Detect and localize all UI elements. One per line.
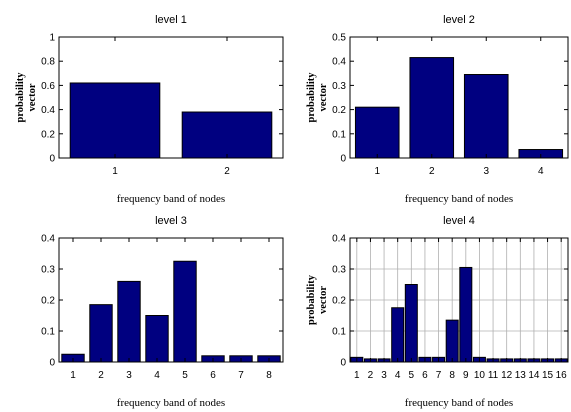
x-tick-label: 1 xyxy=(70,370,76,381)
y-axis-label: vector xyxy=(318,286,329,314)
x-tick-label: 7 xyxy=(238,370,244,381)
x-tick-label: 4 xyxy=(395,370,401,381)
y-tick-label: 0.4 xyxy=(41,234,55,245)
plot-frame xyxy=(58,36,284,159)
plot-frame xyxy=(349,36,569,159)
x-tick-label: 5 xyxy=(182,370,188,381)
x-tick-label: 2 xyxy=(98,370,104,381)
y-tick-label: 0 xyxy=(49,154,55,165)
y-tick-label: 0 xyxy=(49,358,55,369)
bar-1 xyxy=(354,106,400,159)
x-tick-label: 3 xyxy=(381,370,387,381)
x-tick-label: 3 xyxy=(126,370,132,381)
plot-title: level 2 xyxy=(443,14,475,26)
plot-title: level 1 xyxy=(155,14,187,26)
subplot-level-3: level 3 0 0.1 0.2 0.3 0.4 1 2 3 4 5 6 7 8 frequency ba… xyxy=(41,215,284,409)
y-tick-label: 0.1 xyxy=(41,327,55,338)
y-tick-label: 0.8 xyxy=(41,57,55,68)
x-tick-label: 10 xyxy=(474,370,486,381)
x-tick-label: 12 xyxy=(501,370,513,381)
plot-title: level 3 xyxy=(155,215,187,227)
bar-4 xyxy=(145,315,169,363)
x-tick-label: 2 xyxy=(224,166,230,177)
bar-3 xyxy=(463,74,509,159)
x-tick-label: 7 xyxy=(436,370,442,381)
x-axis-label: frequency band of nodes xyxy=(405,397,513,409)
x-tick-label: 9 xyxy=(463,370,469,381)
y-tick-label: 0 xyxy=(340,154,346,165)
y-axis-label: vector xyxy=(27,83,38,111)
y-axis-label: probability xyxy=(306,274,317,325)
y-axis-label: probability xyxy=(306,72,317,123)
x-tick-label: 8 xyxy=(266,370,272,381)
y-tick-label: 0 xyxy=(340,358,346,369)
bar-2 xyxy=(181,111,273,159)
y-tick-label: 0.4 xyxy=(332,57,346,68)
bar-1 xyxy=(69,82,161,159)
x-tick-label: 1 xyxy=(374,166,380,177)
y-axis-label: probability xyxy=(15,72,26,123)
x-tick-label: 2 xyxy=(429,166,435,177)
x-tick-label: 4 xyxy=(154,370,160,381)
bar-2 xyxy=(409,57,455,159)
bar-8 xyxy=(445,319,459,363)
x-axis-label: frequency band of nodes xyxy=(117,397,225,409)
bar-5 xyxy=(404,284,418,363)
bar-5 xyxy=(173,260,197,363)
y-tick-label: 1 xyxy=(49,33,55,44)
x-tick-label: 8 xyxy=(449,370,455,381)
x-tick-label: 13 xyxy=(515,370,527,381)
bar-9 xyxy=(459,266,473,363)
subplot-level-1: level 1 0 0.2 0.4 0.6 0.8 1 1 2 frequency band of… xyxy=(15,14,284,205)
x-tick-label: 1 xyxy=(354,370,360,381)
y-tick-label: 0.2 xyxy=(332,296,346,307)
x-axis-label: frequency band of nodes xyxy=(117,193,225,205)
x-tick-label: 6 xyxy=(422,370,428,381)
y-tick-label: 0.3 xyxy=(332,81,346,92)
y-axis-label: vector xyxy=(318,83,329,111)
y-tick-label: 0.2 xyxy=(332,105,346,116)
x-tick-label: 16 xyxy=(556,370,568,381)
bar-4 xyxy=(391,307,405,363)
x-tick-label: 14 xyxy=(528,370,540,381)
x-tick-label: 11 xyxy=(488,370,499,381)
y-tick-label: 0.3 xyxy=(332,265,346,276)
y-tick-label: 0.5 xyxy=(332,33,346,44)
y-tick-label: 0.4 xyxy=(41,105,55,116)
y-tick-label: 0.4 xyxy=(332,234,346,245)
x-tick-label: 1 xyxy=(112,166,118,177)
x-tick-label: 4 xyxy=(538,166,544,177)
x-tick-label: 15 xyxy=(542,370,554,381)
bar-3 xyxy=(117,280,141,363)
x-tick-label: 6 xyxy=(210,370,216,381)
y-tick-label: 0.1 xyxy=(332,327,346,338)
y-tick-label: 0.1 xyxy=(332,129,346,140)
subplot-level-4: level 400.10.20.30.41 2 3 4 5 6 7 8 9 10 11 12 13 14 1… xyxy=(306,215,569,409)
y-tick-label: 0.6 xyxy=(41,81,55,92)
y-tick-label: 0.2 xyxy=(41,129,55,140)
x-tick-label: 2 xyxy=(368,370,374,381)
x-axis-label: frequency band of nodes xyxy=(405,193,513,205)
x-tick-label: 3 xyxy=(483,166,489,177)
subplot-level-2: level 2 0 0.1 0.2 0.3 0.4 0.5 1 2 3 4 frequency ban… xyxy=(306,14,569,205)
x-tick-label: 5 xyxy=(409,370,415,381)
y-tick-label: 0.3 xyxy=(41,265,55,276)
y-tick-label: 0.2 xyxy=(41,296,55,307)
bar-2 xyxy=(89,304,113,363)
plot-title: level 4 xyxy=(443,215,475,227)
